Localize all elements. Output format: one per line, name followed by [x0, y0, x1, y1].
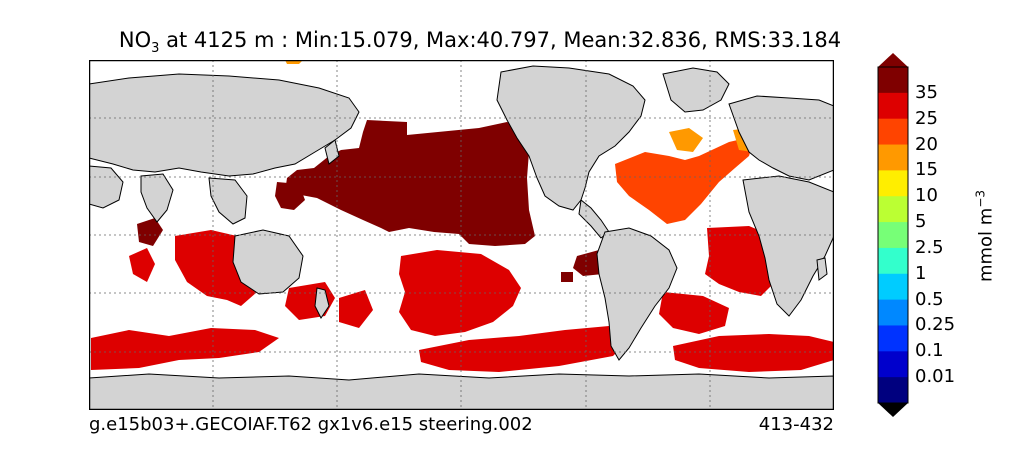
- colorbar-segment: [878, 144, 908, 171]
- colorbar-tick-label: 35: [915, 81, 938, 103]
- case-name-label: g.e15b03+.GECOIAF.T62 gx1v6.e15 steering…: [89, 414, 533, 435]
- land-australia: [232, 229, 304, 295]
- gridlines: [89, 60, 834, 410]
- land-masses: [89, 65, 834, 410]
- colorbar-tick-label: 1: [915, 262, 927, 284]
- field-patches: [91, 60, 834, 372]
- colorbar-segment: [878, 273, 908, 301]
- colorbar-tick-label: 0.01: [915, 366, 956, 388]
- field-nadw-core: [669, 128, 703, 152]
- colorbar-segment: [878, 196, 908, 223]
- colorbar-segment: [878, 351, 908, 378]
- field-pacific-deep: [285, 120, 535, 246]
- colorbar: [877, 53, 909, 417]
- field-south-atlantic-west: [659, 292, 729, 334]
- colorbar-segment: [878, 92, 908, 120]
- field-tasman: [339, 290, 373, 328]
- field-indian-west: [129, 248, 155, 282]
- land-eurasia-west: [89, 73, 360, 177]
- units-exponent: −3: [973, 189, 988, 208]
- colorbar-tick-label: 10: [915, 185, 938, 207]
- field-southern-atlantic-band: [673, 334, 834, 372]
- field-indian-north: [137, 218, 163, 246]
- colorbar-border: [877, 66, 909, 404]
- land-southeast-asia: [208, 177, 248, 225]
- colorbar-segment: [878, 299, 908, 326]
- map-border: [89, 60, 834, 410]
- colorbar-tick-label: 5: [915, 211, 927, 233]
- colorbar-extend-max: [878, 53, 908, 67]
- colorbar-segment: [878, 170, 908, 197]
- field-southern-pacific-band: [419, 326, 629, 372]
- field-north-atlantic: [615, 136, 755, 224]
- land-madagascar: [816, 257, 828, 281]
- colorbar-tick-label: 0.1: [915, 340, 944, 362]
- years-label: 413-432: [758, 414, 834, 435]
- world-map: [89, 60, 834, 410]
- colorbar-segment: [878, 222, 908, 249]
- field-small-east: [561, 272, 573, 282]
- units-text: mmol m: [975, 207, 997, 283]
- colorbar-segment: [878, 325, 908, 352]
- plot-title: NO3 at 4125 m : Min:15.079, Max:40.797, …: [0, 28, 960, 56]
- colorbar-tick-label: 20: [915, 133, 938, 155]
- title-stats: at 4125 m : Min:15.079, Max:40.797, Mean…: [159, 28, 842, 52]
- colorbar-units-label: mmol m−3: [974, 190, 997, 282]
- field-pacific-west: [275, 182, 305, 210]
- land-antarctica: [89, 373, 834, 410]
- field-southern-west: [91, 328, 279, 370]
- colorbar-tick-label: 15: [915, 159, 938, 181]
- colorbar-segment: [878, 377, 908, 404]
- land-japan: [324, 139, 340, 165]
- land-south-america: [596, 227, 678, 361]
- colorbar-tick-label: 0.5: [915, 288, 944, 310]
- colorbar-tick-label: 25: [915, 107, 938, 129]
- colorbar-tick-label: 0.25: [915, 314, 956, 336]
- field-south-atlantic-east: [705, 226, 779, 296]
- colorbar-extend-min: [878, 403, 908, 417]
- title-species: NO: [118, 28, 152, 52]
- land-north-america: [496, 65, 646, 211]
- land-greenland: [662, 67, 730, 113]
- colorbar-tick-label: 2.5: [915, 236, 944, 258]
- title-species-subscript: 3: [151, 41, 160, 57]
- land-new-zealand: [314, 287, 330, 319]
- colorbar-segment: [878, 118, 908, 146]
- colorbar-segment: [878, 67, 908, 94]
- land-europe: [728, 95, 834, 181]
- colorbar-segment: [878, 247, 908, 275]
- land-arabia: [89, 165, 124, 209]
- land-africa: [742, 175, 834, 317]
